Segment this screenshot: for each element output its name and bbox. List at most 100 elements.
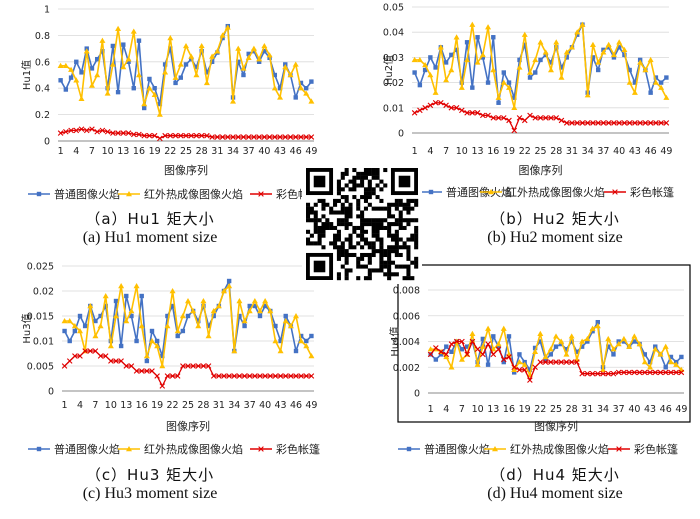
qr-module — [390, 202, 396, 207]
data-point — [165, 313, 170, 319]
data-point — [679, 354, 684, 360]
qr-module — [387, 264, 392, 269]
qr-module — [363, 276, 368, 281]
data-point — [662, 343, 669, 349]
data-point — [292, 61, 299, 67]
qr-module — [402, 225, 407, 230]
data-point — [68, 75, 74, 80]
data-point — [74, 59, 79, 64]
y-tick-label: 0.02 — [383, 78, 404, 89]
qr-module — [333, 210, 338, 215]
data-point — [251, 298, 258, 304]
data-point — [282, 134, 289, 140]
data-point — [298, 134, 304, 140]
data-point — [183, 132, 189, 139]
qr-module — [390, 260, 396, 265]
qr-module — [387, 272, 392, 277]
qr-module — [356, 183, 361, 188]
data-point — [154, 343, 161, 349]
data-point — [438, 352, 444, 357]
qr-module — [371, 252, 376, 258]
qr-module — [306, 241, 311, 246]
caption-a: （a）Hu1 矩大小 (a) Hu1 moment size — [30, 208, 270, 247]
qr-module — [309, 241, 314, 246]
x-tick-label: 49 — [660, 146, 672, 157]
series-1 — [62, 278, 314, 364]
data-point — [236, 59, 241, 64]
qr-module — [402, 202, 407, 207]
data-point — [246, 308, 253, 314]
data-point — [652, 369, 659, 376]
qr-module — [414, 225, 419, 230]
data-point — [214, 134, 221, 140]
data-point — [173, 80, 178, 86]
qr-module — [414, 245, 419, 250]
data-point — [564, 55, 569, 60]
qr-module — [340, 195, 345, 200]
qr-module — [410, 276, 415, 281]
qr-module — [394, 245, 399, 250]
qr-module — [375, 206, 380, 211]
data-point — [527, 112, 533, 119]
data-point — [584, 120, 591, 126]
data-point — [188, 53, 195, 59]
qr-module — [375, 222, 380, 227]
data-point — [584, 370, 591, 377]
series-2 — [427, 323, 685, 378]
data-point — [282, 64, 289, 70]
data-point — [575, 32, 580, 37]
data-point — [73, 127, 80, 134]
x-tick-label: 25 — [180, 146, 192, 157]
x-tick-label: 37 — [243, 146, 255, 157]
data-point — [183, 62, 189, 67]
x-tick-label: 49 — [305, 146, 317, 157]
data-point — [198, 42, 205, 49]
data-point — [136, 38, 142, 43]
data-point — [595, 120, 601, 126]
x-tick-label: 31 — [213, 400, 225, 411]
data-point — [293, 348, 299, 354]
qr-module — [375, 249, 380, 254]
x-tick-label: 1 — [58, 146, 64, 157]
data-point — [558, 74, 565, 80]
x-tick-label: 19 — [149, 146, 161, 157]
qr-module — [406, 264, 411, 269]
qr-module — [390, 233, 396, 238]
qr-module — [406, 218, 411, 223]
data-point — [190, 308, 197, 314]
data-point — [495, 115, 502, 121]
qr-module — [336, 187, 341, 192]
series-1 — [428, 319, 684, 375]
x-tick-label: 25 — [534, 146, 546, 157]
data-point — [443, 77, 450, 83]
qr-module — [360, 252, 365, 258]
data-point — [185, 313, 191, 319]
qr-module — [360, 218, 365, 223]
data-point — [532, 56, 539, 63]
data-point — [236, 298, 243, 304]
qr-module — [352, 245, 357, 250]
qr-module — [309, 206, 314, 211]
data-point — [142, 105, 147, 111]
data-point — [102, 293, 109, 299]
data-point — [245, 54, 252, 61]
data-point — [673, 361, 680, 367]
data-point — [500, 325, 507, 331]
data-point — [257, 313, 263, 319]
data-point — [214, 48, 221, 54]
data-point — [204, 70, 210, 75]
qr-module — [375, 195, 380, 200]
data-point — [220, 35, 225, 41]
qr-module — [375, 268, 380, 273]
data-point — [574, 349, 580, 354]
data-point — [469, 110, 476, 116]
series-1 — [412, 22, 669, 105]
qr-module — [340, 202, 345, 207]
data-point — [432, 99, 439, 106]
x-tick-label: 13 — [472, 146, 484, 157]
data-point — [100, 49, 105, 54]
data-point — [611, 55, 617, 60]
data-point — [62, 328, 67, 334]
data-point — [606, 344, 611, 349]
